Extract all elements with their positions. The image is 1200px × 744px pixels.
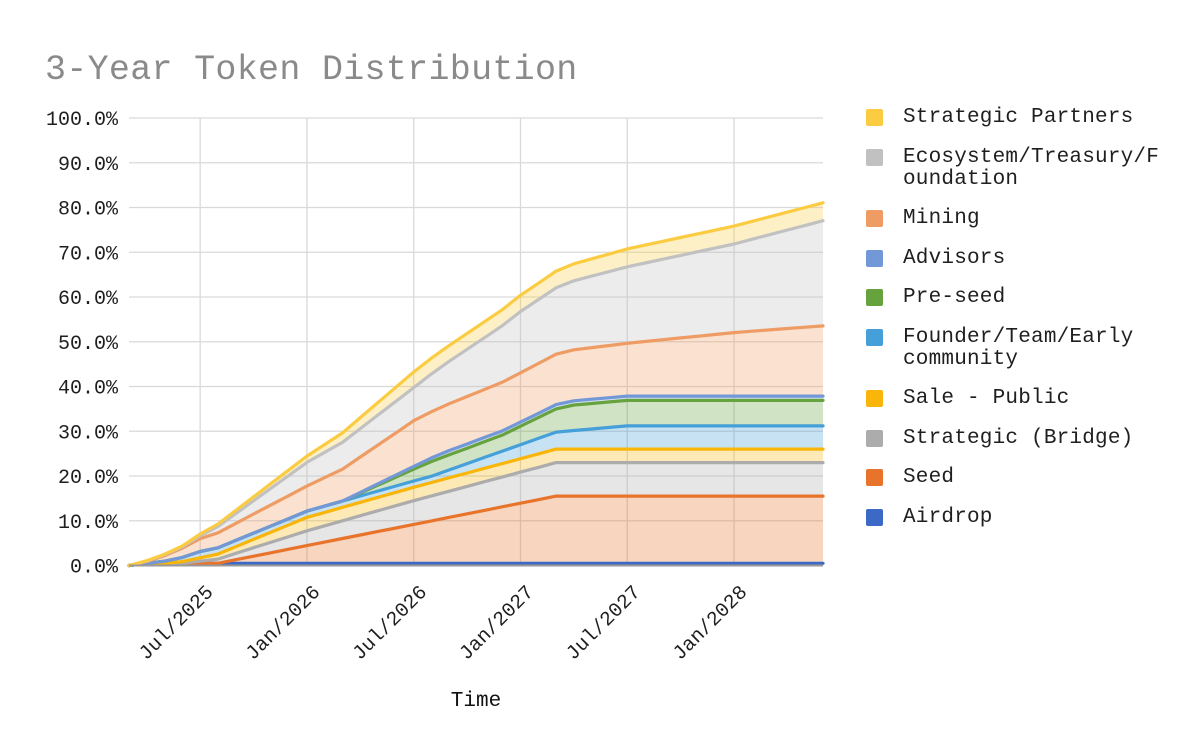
series-line <box>127 447 825 568</box>
legend-item: Sale - Public <box>866 388 1166 410</box>
legend-item: Strategic Partners <box>866 107 1166 129</box>
legend-swatch <box>866 429 883 447</box>
legend-item: Ecosystem/Treasury/Foundation <box>866 145 1166 191</box>
y-tick-label: 10.0% <box>58 512 119 535</box>
y-tick-label: 60.0% <box>58 288 119 311</box>
series-fill <box>129 220 823 566</box>
chart-title: 3-Year Token Distribution <box>45 50 578 90</box>
y-tick-label: 20.0% <box>58 467 119 490</box>
x-tick-label: Jul/2025 <box>135 582 219 666</box>
legend-label: Sale - Public <box>903 387 1070 410</box>
series-fill <box>129 400 823 566</box>
y-tick-label: 30.0% <box>58 422 119 445</box>
y-tick-label: 40.0% <box>58 378 119 401</box>
y-tick-label: 100.0% <box>46 109 119 132</box>
legend-label: Ecosystem/Treasury/Foundation <box>903 145 1160 191</box>
y-tick-label: 90.0% <box>58 154 119 177</box>
x-tick-label: Jul/2027 <box>562 582 646 666</box>
series-line <box>127 201 825 568</box>
series-fill <box>129 425 823 566</box>
legend-swatch <box>866 508 883 526</box>
legend-item: Pre-seed <box>866 287 1166 309</box>
legend: Strategic Partners Ecosystem/Treasury/Fou… <box>866 107 1166 546</box>
series-fills <box>129 202 823 566</box>
y-tick-label: 80.0% <box>58 199 119 222</box>
series-line <box>127 324 825 568</box>
legend-item: Mining <box>866 208 1166 230</box>
y-tick-label: 0.0% <box>70 557 119 580</box>
series-line <box>127 394 825 568</box>
y-tick-label: 50.0% <box>58 333 119 356</box>
series-lines <box>127 201 825 568</box>
legend-swatch <box>866 148 883 166</box>
legend-label: Advisors <box>903 246 1006 270</box>
series-line <box>127 461 825 568</box>
legend-swatch <box>866 390 883 407</box>
legend-label: Strategic (Bridge) <box>903 426 1134 450</box>
legend-swatch <box>866 210 883 227</box>
series-fill <box>129 462 823 566</box>
legend-swatch <box>866 109 883 126</box>
legend-swatch <box>866 328 883 346</box>
legend-swatch <box>866 249 883 267</box>
legend-label: Pre-seed <box>903 286 1006 309</box>
x-tick-label: Jan/2028 <box>669 582 753 666</box>
legend-label: Mining <box>903 207 980 230</box>
series-fill <box>129 449 823 566</box>
series-line <box>127 561 825 568</box>
legend-label: Founder/Team/Early community <box>903 325 1134 371</box>
x-tick-label: Jan/2026 <box>242 582 326 666</box>
series-fill <box>129 496 823 566</box>
series-fill <box>129 325 823 566</box>
legend-swatch <box>866 289 883 306</box>
legend-item: Strategic (Bridge) <box>866 426 1166 450</box>
legend-item: Airdrop <box>866 505 1166 529</box>
y-axis-labels: 0.0% 10.0% 20.0% 30.0% 40.0% 50.0% 60.0% 70.0% 8… <box>46 109 119 580</box>
x-tick-label: Jul/2026 <box>349 582 433 666</box>
legend-swatch <box>866 469 883 486</box>
legend-item: Seed <box>866 467 1166 489</box>
legend-label: Airdrop <box>903 505 993 529</box>
x-axis-title: Time <box>451 690 501 713</box>
legend-item: Advisors <box>866 246 1166 270</box>
x-axis-labels: Jul/2025 Jan/2026 Jul/2026 Jan/2027 Jul/2027… <box>135 582 753 666</box>
legend-item: Founder/Team/Early community <box>866 325 1166 371</box>
series-line <box>127 219 825 568</box>
series-line <box>127 494 825 568</box>
x-tick-label: Jan/2027 <box>455 582 539 666</box>
legend-label: Seed <box>903 466 955 489</box>
legend-label: Strategic Partners <box>903 106 1134 129</box>
y-tick-label: 70.0% <box>58 243 119 266</box>
